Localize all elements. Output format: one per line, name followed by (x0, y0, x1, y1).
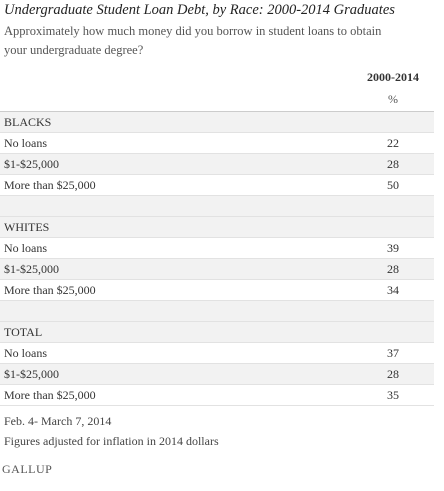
row-label: No loans (4, 346, 47, 360)
row-value: 28 (387, 262, 399, 276)
row-label: No loans (4, 241, 47, 255)
data-row: No loans 39 (0, 238, 434, 259)
row-label: $1-$25,000 (4, 262, 59, 276)
title: Undergraduate Student Loan Debt, by Race… (4, 2, 395, 18)
row-label: More than $25,000 (4, 178, 96, 192)
spacer-row (0, 196, 434, 217)
row-label: $1-$25,000 (4, 367, 59, 381)
row-value: 50 (387, 178, 399, 192)
data-row: No loans 22 (0, 133, 434, 154)
row-label: No loans (4, 136, 47, 150)
subtitle: Approximately how much money did you bor… (4, 24, 382, 57)
spacer-row (0, 301, 434, 322)
row-label: More than $25,000 (4, 283, 96, 297)
group-label: BLACKS (4, 115, 52, 129)
row-value: 22 (387, 136, 399, 150)
row-label: $1-$25,000 (4, 157, 59, 171)
row-value: 28 (387, 157, 399, 171)
column-header: 2000-2014 (367, 70, 419, 84)
unit: % (388, 92, 398, 106)
data-row: No loans 37 (0, 343, 434, 364)
group-row: WHITES (0, 217, 434, 238)
row-value: 37 (387, 346, 399, 360)
data-row: $1-$25,000 28 (0, 154, 434, 175)
note: Figures adjusted for inflation in 2014 d… (4, 434, 219, 448)
group-row: BLACKS (0, 112, 434, 133)
header-rule (0, 111, 434, 112)
data-row: More than $25,000 34 (0, 280, 434, 301)
data-row: More than $25,000 50 (0, 175, 434, 196)
row-value: 34 (387, 283, 399, 297)
source: GALLUP (2, 462, 53, 476)
data-row: $1-$25,000 28 (0, 259, 434, 280)
row-value: 28 (387, 367, 399, 381)
row-value: 35 (387, 388, 399, 402)
group-row: TOTAL (0, 322, 434, 343)
group-label: TOTAL (4, 325, 43, 339)
row-value: 39 (387, 241, 399, 255)
row-label: More than $25,000 (4, 388, 96, 402)
data-row: More than $25,000 35 (0, 385, 434, 406)
note: Feb. 4- March 7, 2014 (4, 414, 112, 428)
group-label: WHITES (4, 220, 50, 234)
data-row: $1-$25,000 28 (0, 364, 434, 385)
